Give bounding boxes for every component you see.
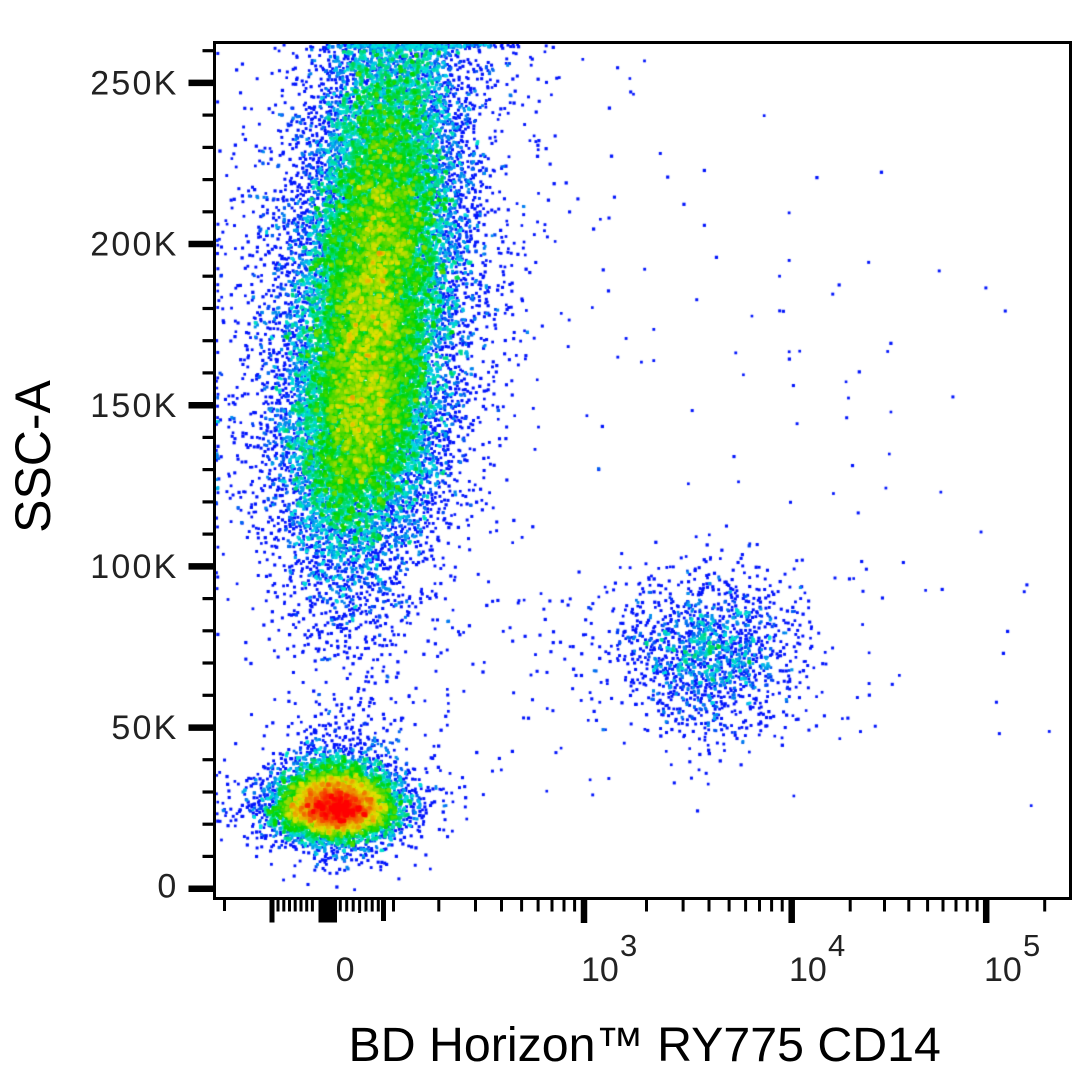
svg-text:10: 10 — [984, 951, 1022, 989]
svg-text:5: 5 — [1023, 928, 1040, 963]
svg-text:10: 10 — [581, 951, 619, 989]
svg-text:250K: 250K — [90, 65, 178, 103]
svg-text:0: 0 — [336, 951, 355, 989]
svg-text:200K: 200K — [90, 226, 178, 264]
svg-text:50K: 50K — [111, 709, 178, 747]
svg-text:10: 10 — [789, 951, 827, 989]
svg-text:SSC-A: SSC-A — [5, 379, 61, 532]
svg-text:BD Horizon™ RY775 CD14: BD Horizon™ RY775 CD14 — [349, 1018, 941, 1072]
svg-text:100K: 100K — [90, 548, 178, 586]
svg-text:150K: 150K — [90, 387, 178, 425]
svg-text:4: 4 — [828, 928, 845, 963]
svg-text:0: 0 — [157, 867, 178, 905]
svg-text:3: 3 — [620, 928, 637, 963]
